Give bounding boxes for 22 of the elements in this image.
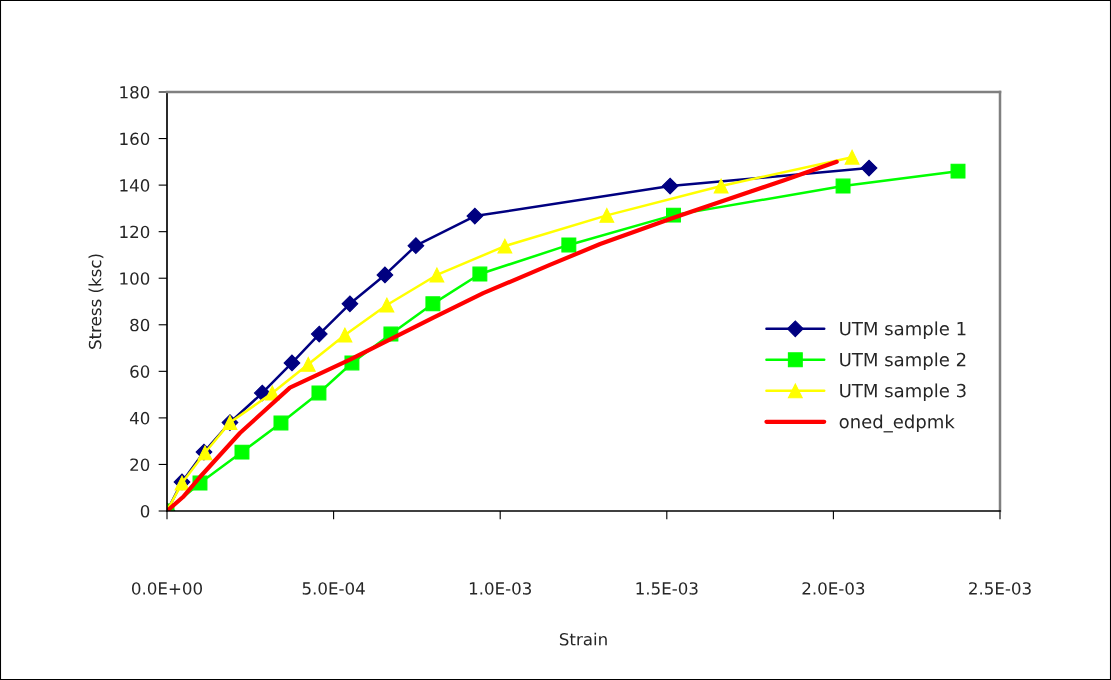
y-tick-label: 60 [130, 365, 150, 378]
y-tick-label: 0 [140, 504, 150, 518]
x-tick-label: 0.0E+00 [131, 582, 202, 595]
legend-label: UTM sample 2 [840, 352, 966, 370]
x-tick-label: 2.5E-03 [969, 582, 1031, 595]
y-tick-label: 180 [120, 85, 150, 99]
y-tick-label: 160 [120, 132, 150, 146]
x-axis-title: Strain [559, 632, 607, 646]
y-tick-label: 100 [120, 272, 150, 285]
y-tick-label: 80 [130, 318, 150, 332]
x-tick-label: 5.0E-04 [302, 582, 365, 595]
x-tick-label: 1.0E-03 [469, 582, 531, 595]
x-tick-label: 2.0E-03 [802, 582, 865, 595]
legend-label: UTM sample 1 [840, 321, 966, 339]
y-axis-title: Stress (ksc) [88, 254, 104, 349]
y-tick-label: 140 [120, 179, 150, 192]
y-tick-label: 40 [129, 411, 150, 425]
legend-label: UTM sample 3 [840, 383, 966, 401]
y-tick-label: 20 [130, 458, 150, 472]
y-tick-label: 120 [120, 225, 150, 239]
legend-label: oned_edpmk [839, 414, 955, 433]
x-tick-label: 1.5E-03 [636, 582, 698, 595]
